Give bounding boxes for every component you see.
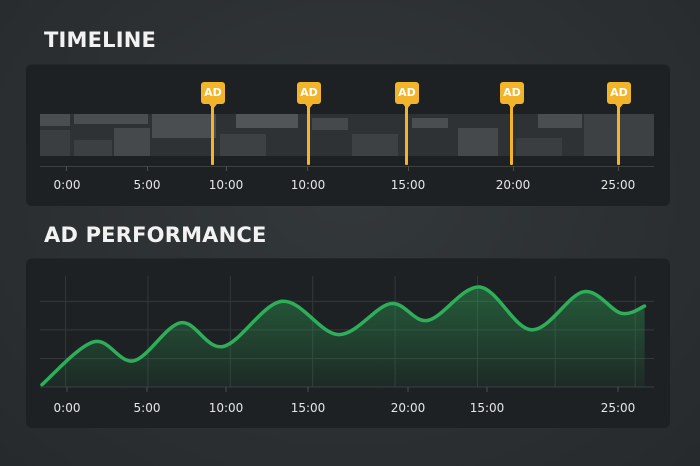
ad-marker-line: [211, 92, 214, 165]
timeline-tick: [513, 166, 514, 171]
timeline-panel: AD AD AD AD AD 0:00 5:00 10:00 10:00 15:…: [26, 64, 670, 206]
timeline-tick-label: 15:00: [390, 178, 426, 192]
track-segment: [74, 114, 148, 124]
timeline-tick-label: 25:00: [600, 178, 636, 192]
timeline-tick-label: 10:00: [290, 178, 326, 192]
timeline-tick: [147, 166, 148, 171]
ad-performance-title: AD PERFORMANCE: [44, 223, 267, 247]
track-segment: [312, 118, 348, 130]
timeline-title: TIMELINE: [44, 28, 157, 52]
chart-x-ticks: 0:00 5:00 10:00 15:00 20:00 15:00 25:00: [54, 387, 636, 415]
chart-tick-label: 5:00: [134, 401, 161, 415]
timeline-axis: [40, 166, 654, 167]
track-segment: [458, 128, 498, 156]
chart-tick-label: 10:00: [209, 401, 244, 415]
timeline-tick: [307, 166, 308, 171]
ad-marker-line: [617, 92, 620, 165]
timeline-tick-label: 20:00: [495, 178, 531, 192]
track-segment: [74, 140, 112, 156]
ad-marker-badge[interactable]: AD: [395, 82, 419, 109]
track-segment: [220, 134, 266, 156]
track-segment: [236, 114, 298, 128]
track-segment: [516, 138, 562, 156]
chart-tick-label: 15:00: [291, 401, 326, 415]
timeline-tick: [226, 166, 227, 171]
performance-line: [40, 285, 647, 387]
track-segment: [538, 114, 582, 128]
track-segment: [352, 134, 398, 156]
ad-marker-badge[interactable]: AD: [500, 82, 524, 109]
track-segment: [40, 130, 70, 156]
timeline-tick-label: 10:00: [208, 178, 244, 192]
chart-tick-label: 20:00: [391, 401, 426, 415]
ad-marker-line: [307, 92, 310, 165]
ad-marker-badge[interactable]: AD: [297, 82, 321, 109]
timeline-tick-label: 0:00: [53, 178, 81, 192]
ad-marker-line: [405, 92, 408, 165]
timeline-tick: [618, 166, 619, 171]
chart-tick-label: 0:00: [54, 401, 81, 415]
chart-tick-label: 25:00: [601, 401, 636, 415]
ad-performance-panel: 0:00 5:00 10:00 15:00 20:00 15:00 25:00: [26, 258, 670, 428]
ad-marker-line: [510, 92, 513, 165]
track-segment: [152, 114, 216, 138]
timeline-track[interactable]: [40, 114, 654, 156]
timeline-tick: [408, 166, 409, 171]
track-segment: [412, 118, 448, 128]
track-segment: [114, 128, 150, 156]
timeline-tick-label: 5:00: [133, 178, 161, 192]
ad-marker-badge[interactable]: AD: [607, 82, 631, 109]
ad-performance-chart: 0:00 5:00 10:00 15:00 20:00 15:00 25:00: [40, 276, 654, 415]
chart-tick-label: 15:00: [470, 401, 505, 415]
performance-area: [42, 286, 645, 387]
ad-marker-badge[interactable]: AD: [201, 82, 225, 109]
timeline-tick: [66, 166, 67, 171]
track-segment: [40, 114, 70, 126]
